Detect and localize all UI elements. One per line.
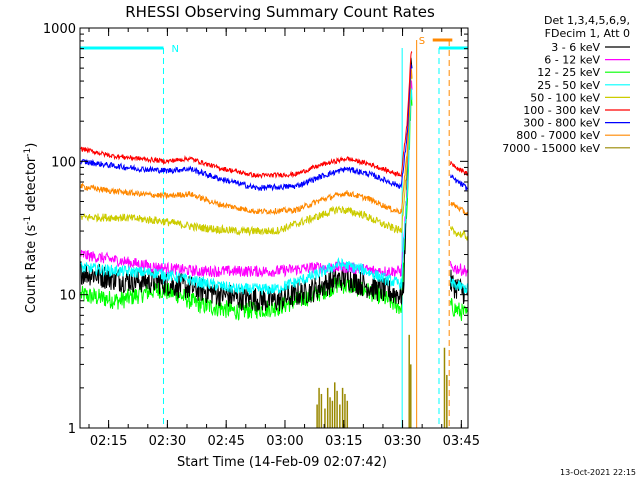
legend-label-7: 800 - 7000 keV <box>516 129 600 142</box>
x-tick-label-0: 02:15 <box>90 434 127 449</box>
series-line-7 <box>80 68 468 216</box>
legend-label-6: 300 - 800 keV <box>523 117 600 130</box>
legend-header-line-1: Det 1,3,4,5,6,9, <box>544 14 630 27</box>
legend-label-1: 6 - 12 keV <box>544 54 600 67</box>
legend-label-5: 100 - 300 keV <box>523 104 600 117</box>
y-tick-label-0: 1 <box>68 422 76 437</box>
series-line-4 <box>80 73 468 241</box>
x-axis-ticks: 02:15 02:30 02:45 03:00 03:15 03:30 03:45 <box>88 28 480 449</box>
series-line-6 <box>80 64 468 192</box>
timestamp: 13-Oct-2021 22:15 <box>560 468 636 477</box>
y-axis-ticks: 1 10 100 1000 <box>43 22 468 437</box>
legend-label-2: 12 - 25 keV <box>537 66 600 79</box>
x-axis-label: Start Time (14-Feb-09 02:07:42) <box>177 455 387 470</box>
y-tick-label-3: 1000 <box>43 22 76 37</box>
x-tick-label-5: 03:30 <box>384 434 421 449</box>
legend-label-4: 50 - 100 keV <box>530 91 600 104</box>
plot-frame <box>79 27 469 429</box>
plot-area: NS <box>80 36 468 428</box>
legend-label-8: 7000 - 15000 keV <box>502 142 600 155</box>
legend-label-0: 3 - 6 keV <box>551 41 600 54</box>
y-tick-label-2: 100 <box>51 155 76 170</box>
legend: Det 1,3,4,5,6,9, FDecim 1, Att 0 3 - 6 k… <box>502 14 630 155</box>
x-tick-label-3: 03:00 <box>266 434 303 449</box>
x-tick-label-2: 02:45 <box>207 434 244 449</box>
legend-header-line-2: FDecim 1, Att 0 <box>545 27 630 40</box>
chart-title: RHESSI Observing Summary Count Rates <box>125 3 435 21</box>
x-tick-label-6: 03:45 <box>443 434 480 449</box>
saa-flag-label: S <box>419 36 425 47</box>
legend-label-3: 25 - 50 keV <box>537 79 600 92</box>
y-tick-label-1: 10 <box>59 289 76 304</box>
night-flag-label: N <box>171 44 178 55</box>
y-axis-label: Count Rate (s-1 detector-1) <box>23 143 39 314</box>
x-tick-label-1: 02:30 <box>149 434 186 449</box>
x-tick-label-4: 03:15 <box>325 434 362 449</box>
series-line-3 <box>80 88 468 295</box>
